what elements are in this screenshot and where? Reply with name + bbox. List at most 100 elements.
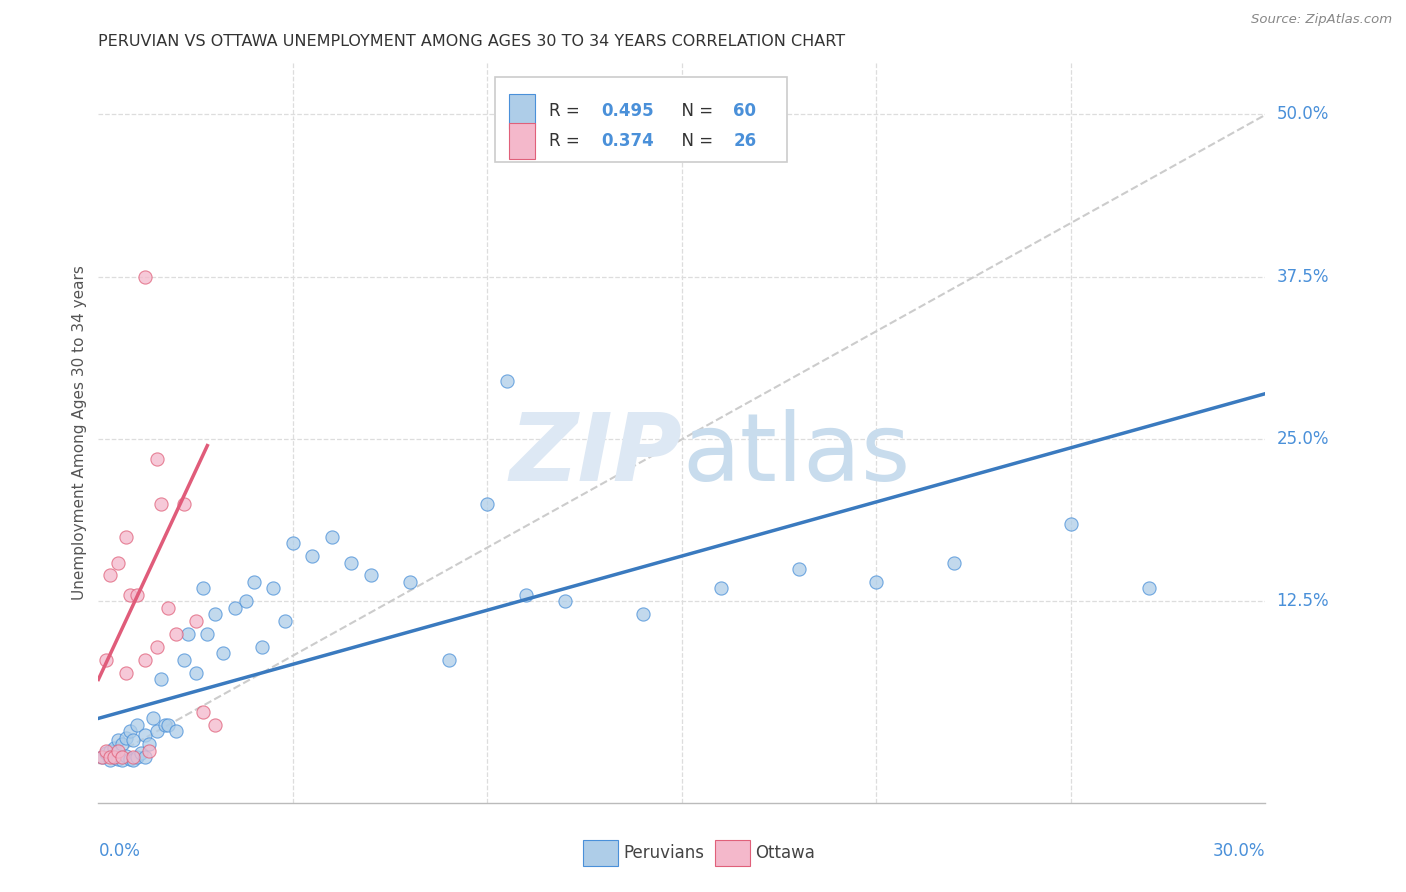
Text: Ottawa: Ottawa	[755, 844, 815, 863]
Point	[138, 737, 160, 751]
Point	[477, 497, 499, 511]
Text: N =: N =	[672, 103, 718, 120]
Text: N =: N =	[672, 132, 718, 150]
Text: ZIP: ZIP	[509, 409, 682, 500]
Point	[103, 741, 125, 756]
Point	[496, 374, 519, 388]
Point	[122, 753, 145, 767]
Point	[173, 497, 195, 511]
Text: 25.0%: 25.0%	[1277, 430, 1329, 448]
Point	[204, 607, 226, 622]
Point	[204, 718, 226, 732]
Point	[129, 747, 152, 761]
Point	[250, 640, 273, 654]
Point	[281, 536, 304, 550]
Point	[321, 529, 343, 543]
Point	[127, 588, 149, 602]
Point	[212, 647, 235, 661]
Point	[122, 750, 145, 764]
Text: 26: 26	[734, 132, 756, 150]
Point	[98, 568, 121, 582]
Point	[149, 497, 172, 511]
Point	[98, 744, 121, 758]
FancyBboxPatch shape	[714, 840, 749, 866]
Text: PERUVIAN VS OTTAWA UNEMPLOYMENT AMONG AGES 30 TO 34 YEARS CORRELATION CHART: PERUVIAN VS OTTAWA UNEMPLOYMENT AMONG AG…	[98, 34, 845, 49]
Text: 50.0%: 50.0%	[1277, 105, 1329, 123]
Point	[153, 718, 176, 732]
Point	[1137, 582, 1160, 596]
Point	[274, 614, 297, 628]
Text: Peruvians: Peruvians	[624, 844, 704, 863]
Point	[165, 724, 187, 739]
Point	[146, 724, 169, 739]
Point	[554, 594, 576, 608]
Point	[224, 601, 246, 615]
Point	[235, 594, 257, 608]
Point	[262, 582, 284, 596]
Text: atlas: atlas	[682, 409, 910, 500]
Point	[91, 750, 114, 764]
Point	[943, 556, 966, 570]
Text: 0.374: 0.374	[602, 132, 654, 150]
Point	[398, 574, 420, 589]
Point	[127, 718, 149, 732]
Point	[107, 556, 129, 570]
Point	[107, 733, 129, 747]
Text: 37.5%: 37.5%	[1277, 268, 1329, 285]
Point	[184, 614, 207, 628]
Point	[96, 744, 118, 758]
Point	[111, 737, 134, 751]
Point	[103, 750, 125, 764]
FancyBboxPatch shape	[509, 123, 534, 159]
Text: 0.495: 0.495	[602, 103, 654, 120]
Point	[243, 574, 266, 589]
Point	[118, 751, 141, 765]
Text: 60: 60	[734, 103, 756, 120]
Point	[111, 753, 134, 767]
Point	[193, 705, 215, 719]
Point	[437, 653, 460, 667]
Point	[195, 627, 218, 641]
Point	[157, 718, 180, 732]
Point	[690, 140, 713, 154]
Point	[787, 562, 810, 576]
Point	[631, 607, 654, 622]
Point	[134, 653, 156, 667]
Point	[1060, 516, 1083, 531]
Point	[301, 549, 323, 563]
Point	[134, 750, 156, 764]
Text: 12.5%: 12.5%	[1277, 592, 1329, 610]
Point	[98, 750, 121, 764]
Point	[98, 753, 121, 767]
Point	[149, 673, 172, 687]
Point	[107, 751, 129, 765]
Point	[96, 747, 118, 761]
Point	[118, 724, 141, 739]
Text: 30.0%: 30.0%	[1213, 842, 1265, 860]
Point	[142, 711, 165, 725]
Point	[165, 627, 187, 641]
FancyBboxPatch shape	[582, 840, 617, 866]
Point	[96, 653, 118, 667]
Y-axis label: Unemployment Among Ages 30 to 34 years: Unemployment Among Ages 30 to 34 years	[72, 265, 87, 600]
Text: R =: R =	[548, 132, 585, 150]
Point	[134, 269, 156, 284]
Point	[103, 750, 125, 764]
Point	[173, 653, 195, 667]
Point	[114, 749, 136, 764]
Point	[146, 451, 169, 466]
Point	[91, 750, 114, 764]
Point	[122, 733, 145, 747]
Point	[127, 750, 149, 764]
Point	[157, 601, 180, 615]
Point	[184, 665, 207, 680]
Point	[177, 627, 200, 641]
FancyBboxPatch shape	[495, 78, 787, 162]
Point	[118, 588, 141, 602]
Point	[114, 529, 136, 543]
Text: 0.0%: 0.0%	[98, 842, 141, 860]
Point	[515, 588, 537, 602]
Point	[865, 574, 887, 589]
Point	[340, 556, 363, 570]
FancyBboxPatch shape	[509, 94, 534, 129]
